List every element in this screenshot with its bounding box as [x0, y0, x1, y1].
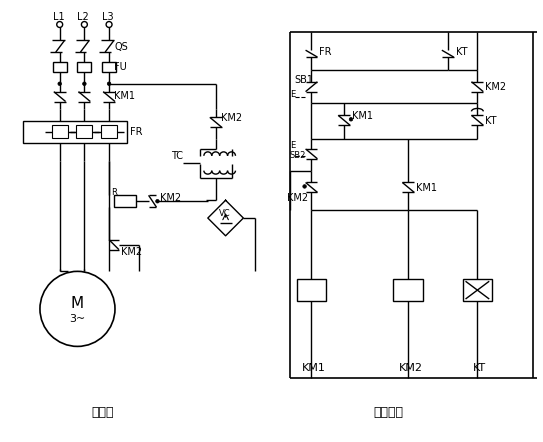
Bar: [114, 195, 136, 207]
Text: KM1: KM1: [352, 111, 373, 122]
Text: R: R: [111, 188, 117, 197]
Bar: [52, 125, 67, 138]
Text: FR: FR: [130, 127, 142, 137]
Text: KM2: KM2: [287, 193, 308, 203]
Text: KM1: KM1: [301, 363, 325, 373]
Bar: [23, 121, 127, 143]
Text: L3: L3: [102, 11, 114, 22]
Bar: [101, 125, 117, 138]
Bar: [53, 62, 67, 72]
Text: VC: VC: [219, 209, 230, 217]
Text: E: E: [290, 90, 295, 99]
Text: KT: KT: [485, 116, 497, 126]
Text: L1: L1: [53, 11, 65, 22]
Text: 3~: 3~: [70, 314, 86, 324]
Text: KM1: KM1: [416, 183, 437, 194]
Circle shape: [83, 82, 86, 85]
Text: FR: FR: [319, 47, 332, 57]
Text: 主电路: 主电路: [91, 406, 113, 419]
Circle shape: [303, 185, 306, 188]
Text: KM2: KM2: [121, 247, 142, 257]
Text: E: E: [290, 141, 295, 150]
Text: KM2: KM2: [160, 193, 181, 203]
Text: KM2: KM2: [220, 113, 242, 123]
Bar: [463, 279, 492, 301]
Text: TC: TC: [171, 151, 184, 161]
Circle shape: [58, 82, 61, 85]
Text: KM2: KM2: [485, 82, 507, 91]
Bar: [394, 279, 423, 301]
Text: KM1: KM1: [114, 91, 135, 101]
Bar: [102, 62, 116, 72]
Bar: [77, 125, 92, 138]
Circle shape: [156, 199, 159, 203]
Text: KT: KT: [472, 363, 485, 373]
Circle shape: [349, 118, 353, 121]
Bar: [78, 62, 91, 72]
Circle shape: [108, 82, 111, 85]
Text: M: M: [71, 297, 84, 312]
Text: SB2: SB2: [290, 151, 306, 160]
Text: KM2: KM2: [399, 363, 422, 373]
Text: SB1: SB1: [295, 75, 314, 85]
Text: FU: FU: [114, 62, 127, 72]
Text: QS: QS: [114, 42, 128, 52]
Text: KT: KT: [456, 47, 467, 57]
Text: 控制电路: 控制电路: [374, 406, 403, 419]
Bar: [296, 279, 326, 301]
Text: L2: L2: [78, 11, 89, 22]
